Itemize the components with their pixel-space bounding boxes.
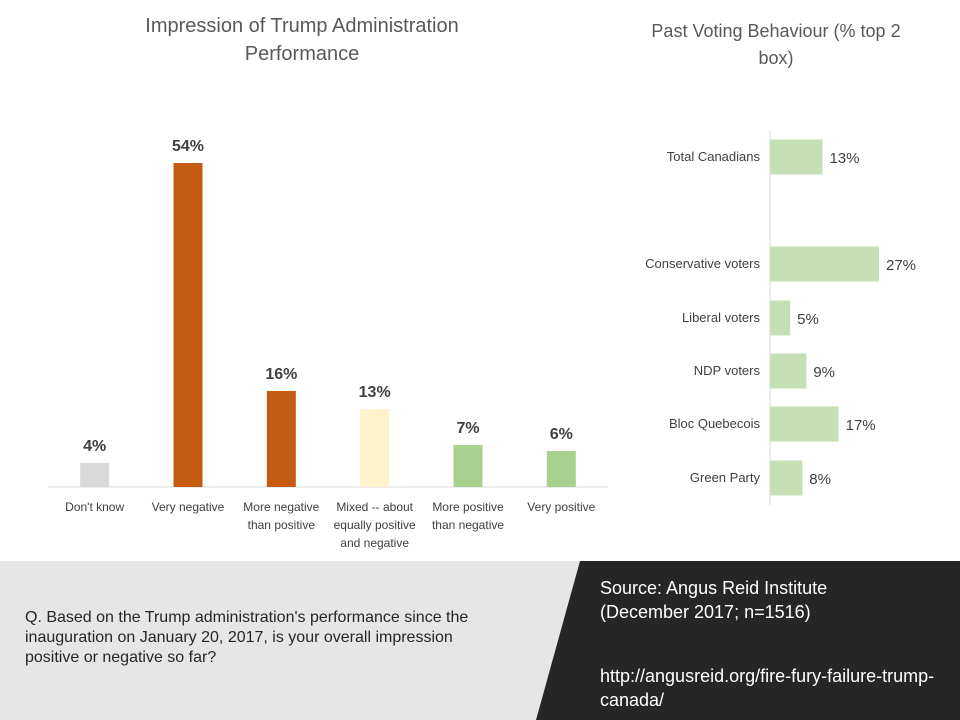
bar-data-label: 5% [797,311,819,328]
bar-data-label: 17% [846,417,876,434]
bar-data-label: 54% [172,138,204,155]
bar-data-label: 13% [829,150,859,167]
category-label: Very negative [152,500,225,514]
bar-data-label: 16% [265,366,297,383]
source-url[interactable]: http://angusreid.org/fire-fury-failure-t… [600,666,935,710]
category-label: NDP voters [694,363,761,378]
bar [770,246,879,282]
bar [770,460,803,496]
bar [770,300,791,336]
impression-bar-chart: 4% Don't know 54% Very negative 16% More nega… [48,138,608,550]
bar [453,445,483,487]
category-label: Conservative voters [645,256,760,271]
category-label: Don't know [65,500,124,514]
category-label: Mixed -- about equally positive and negati… [334,500,416,550]
category-label: Very positive [527,500,595,514]
bar [770,139,823,175]
bar-data-label: 13% [359,384,391,401]
bar [266,391,296,487]
survey-question: Q. Based on the Trump administration's p… [25,609,469,666]
category-label: Total Canadians [667,149,761,164]
category-label: Bloc Quebecois [669,416,761,431]
bar-data-label: 8% [809,471,831,488]
left-chart-title: Impression of Trump Administration Perfo… [145,15,459,65]
category-label: More positive than negative [432,500,504,532]
bar [546,451,576,487]
bar-data-label: 6% [550,426,573,443]
footer-background [0,561,960,720]
footer-dark-panel [536,561,960,720]
footer-light-panel [0,561,580,720]
voting-bar-chart: Total Canadians 13% Conservative voters 27%… [645,130,916,505]
right-chart-title: Past Voting Behaviour (% top 2 box) [651,21,901,68]
bar-data-label: 4% [83,438,106,455]
bar [770,406,839,442]
bar [173,163,203,487]
category-label: More negative than positive [243,500,319,532]
bar-data-label: 7% [456,420,479,437]
bar [770,353,807,389]
category-label: Green Party [690,470,761,485]
bar [360,409,390,487]
bar-data-label: 27% [886,257,916,274]
bar [80,463,110,487]
bar-data-label: 9% [813,364,835,381]
category-label: Liberal voters [682,310,761,325]
source-citation: Source: Angus Reid Institute (December 2… [600,578,828,622]
